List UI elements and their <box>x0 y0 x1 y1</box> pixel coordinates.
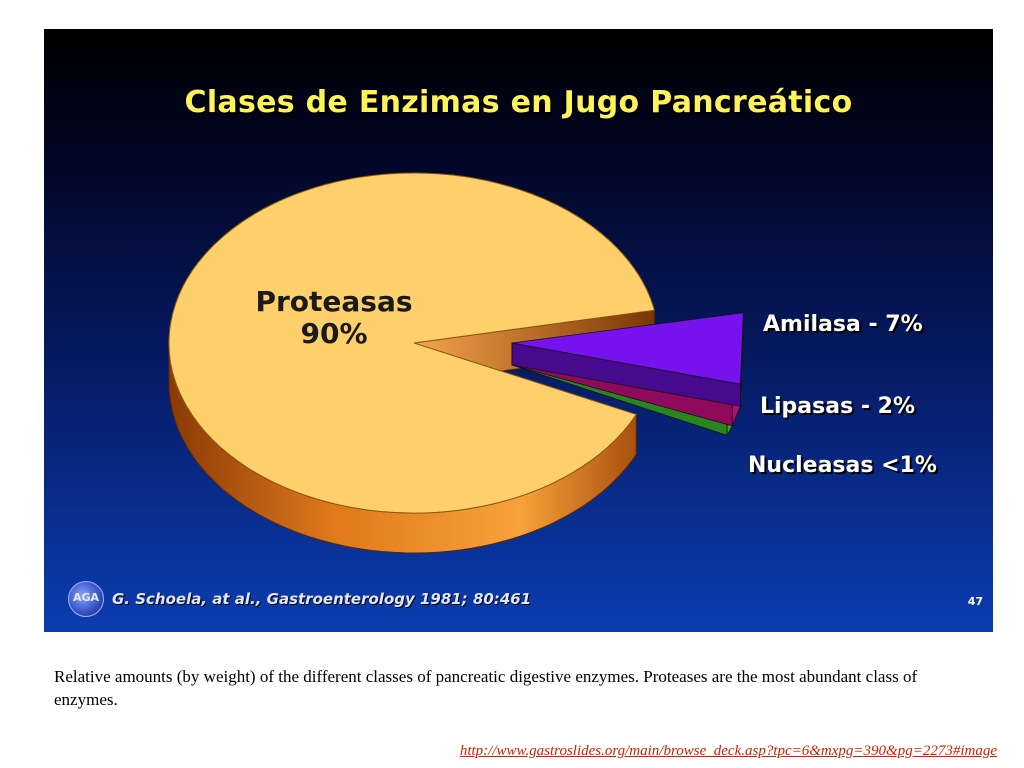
slice-label-nucleasas: Nucleasas <1% <box>748 453 937 478</box>
chart-title: Clases de Enzimas en Jugo Pancreático <box>184 85 853 120</box>
citation-text: G. Schoela, at al., Gastroenterology 198… <box>112 590 532 608</box>
slice-label-proteasas: Proteasas 90% <box>234 286 434 350</box>
slide: Clases de Enzimas en Jugo Pancreático Pr… <box>44 29 993 632</box>
slice-label-amilasa: Amilasa - 7% <box>763 312 923 337</box>
citation: AGA G. Schoela, at al., Gastroenterology… <box>68 581 531 617</box>
slice-label-lipasas: Lipasas - 2% <box>760 394 915 419</box>
slice-label-proteasas-value: 90% <box>300 317 368 350</box>
slice-proteasas <box>168 172 656 514</box>
slice-amilasa <box>511 312 744 385</box>
slide-number: 47 <box>967 595 983 608</box>
pie-chart <box>168 172 744 554</box>
society-logo-icon: AGA <box>68 581 104 617</box>
figure-caption: Relative amounts (by weight) of the diff… <box>54 667 918 709</box>
source-link[interactable]: http://www.gastroslides.org/main/browse_… <box>459 743 997 759</box>
slice-label-proteasas-name: Proteasas <box>255 285 413 318</box>
logo-text: AGA <box>72 591 100 604</box>
